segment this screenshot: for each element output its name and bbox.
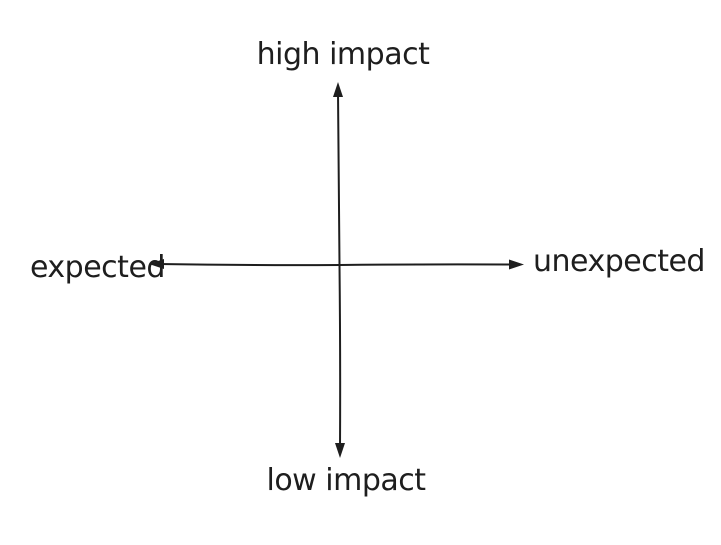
vertical-axis-line [337, 91, 342, 451]
axis-label-high-impact: high impact [256, 37, 430, 72]
horizontal-axis-line [157, 263, 516, 267]
arrow-up-icon [333, 82, 343, 97]
axis-label-expected: expected [30, 250, 165, 285]
axis-label-unexpected: unexpected [533, 244, 705, 279]
arrow-down-icon [335, 443, 345, 458]
axis-label-low-impact: low impact [266, 463, 426, 498]
arrow-right-icon [509, 259, 524, 270]
arrow-left-icon [149, 259, 164, 269]
